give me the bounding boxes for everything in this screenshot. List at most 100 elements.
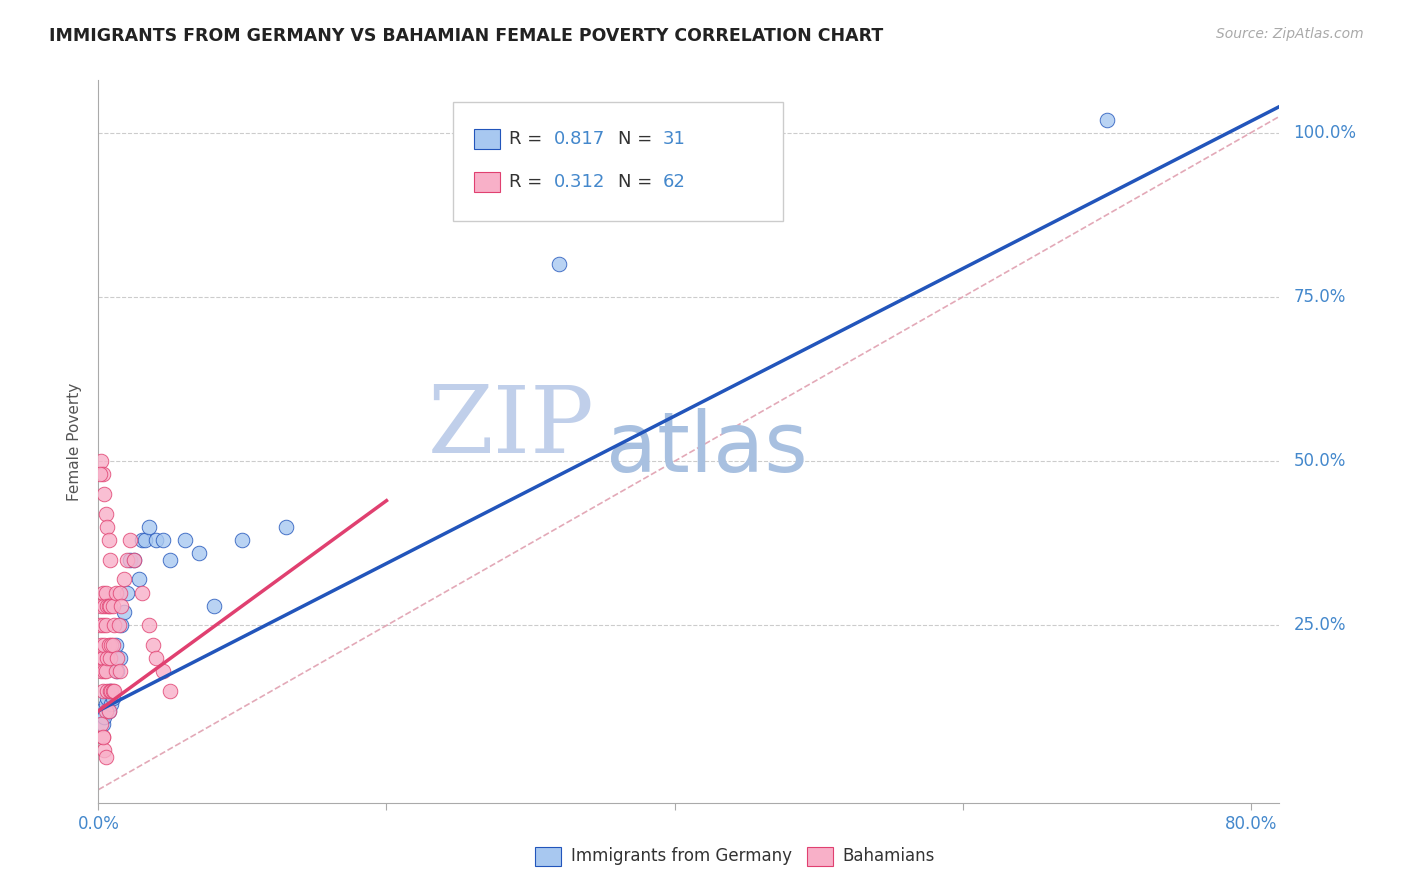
- Point: [91, 651, 114, 665]
- Point: [98, 553, 121, 567]
- Point: [90, 454, 112, 468]
- Point: [97, 533, 120, 547]
- Point: [173, 533, 195, 547]
- Text: N =: N =: [619, 173, 658, 191]
- Point: [145, 533, 167, 547]
- Point: [105, 665, 128, 679]
- Point: [115, 553, 138, 567]
- Point: [131, 533, 153, 547]
- Point: [89, 467, 111, 482]
- Y-axis label: Female Poverty: Female Poverty: [67, 383, 83, 500]
- Point: [100, 684, 122, 698]
- Point: [90, 704, 112, 718]
- Point: [91, 618, 114, 632]
- FancyBboxPatch shape: [474, 172, 501, 193]
- Point: [94, 704, 117, 718]
- Point: [93, 638, 115, 652]
- Point: [90, 717, 112, 731]
- Point: [104, 638, 127, 652]
- Point: [145, 651, 167, 665]
- Point: [91, 467, 114, 482]
- Text: Immigrants from Germany: Immigrants from Germany: [571, 847, 792, 865]
- Point: [104, 585, 127, 599]
- Text: 31: 31: [664, 130, 686, 148]
- Point: [138, 618, 160, 632]
- Point: [98, 684, 121, 698]
- Point: [91, 717, 114, 731]
- Point: [134, 533, 156, 547]
- Point: [104, 665, 127, 679]
- Point: [94, 507, 117, 521]
- Point: [94, 749, 117, 764]
- Point: [98, 599, 121, 613]
- Text: IMMIGRANTS FROM GERMANY VS BAHAMIAN FEMALE POVERTY CORRELATION CHART: IMMIGRANTS FROM GERMANY VS BAHAMIAN FEMA…: [49, 27, 883, 45]
- Point: [100, 698, 122, 712]
- Text: atlas: atlas: [606, 409, 808, 490]
- Point: [100, 638, 122, 652]
- Point: [124, 553, 146, 567]
- Point: [97, 704, 120, 718]
- Text: R =: R =: [509, 130, 548, 148]
- Text: 100.0%: 100.0%: [1294, 124, 1357, 142]
- Text: 50.0%: 50.0%: [1294, 452, 1346, 470]
- Point: [93, 599, 115, 613]
- Point: [152, 665, 174, 679]
- Point: [96, 651, 118, 665]
- Point: [115, 585, 138, 599]
- Point: [94, 665, 117, 679]
- Text: R =: R =: [509, 173, 548, 191]
- Point: [110, 599, 132, 613]
- Point: [103, 684, 125, 698]
- Point: [152, 533, 174, 547]
- Point: [128, 573, 150, 587]
- Point: [94, 698, 117, 712]
- FancyBboxPatch shape: [807, 847, 832, 865]
- FancyBboxPatch shape: [536, 847, 561, 865]
- Point: [142, 638, 165, 652]
- Point: [101, 684, 124, 698]
- Point: [108, 665, 131, 679]
- Point: [93, 710, 115, 724]
- Point: [90, 638, 112, 652]
- FancyBboxPatch shape: [453, 102, 783, 221]
- Text: Bahamians: Bahamians: [842, 847, 935, 865]
- Point: [188, 546, 211, 560]
- Text: 75.0%: 75.0%: [1294, 288, 1346, 306]
- Point: [96, 684, 118, 698]
- Point: [90, 665, 112, 679]
- Point: [89, 651, 111, 665]
- Point: [98, 684, 121, 698]
- Point: [131, 585, 153, 599]
- Point: [120, 553, 142, 567]
- Point: [112, 605, 135, 619]
- Point: [159, 684, 181, 698]
- Point: [105, 651, 128, 665]
- Point: [120, 533, 142, 547]
- Point: [91, 684, 114, 698]
- Point: [93, 743, 115, 757]
- Text: 25.0%: 25.0%: [1294, 616, 1346, 634]
- Point: [108, 651, 131, 665]
- Point: [103, 618, 125, 632]
- Point: [89, 618, 111, 632]
- Point: [98, 651, 121, 665]
- Point: [124, 553, 146, 567]
- Point: [96, 599, 118, 613]
- Point: [94, 585, 117, 599]
- Text: 62: 62: [664, 173, 686, 191]
- Point: [93, 487, 115, 501]
- Point: [101, 599, 124, 613]
- Point: [91, 730, 114, 744]
- Text: N =: N =: [619, 130, 658, 148]
- Text: Source: ZipAtlas.com: Source: ZipAtlas.com: [1216, 27, 1364, 41]
- Point: [96, 520, 118, 534]
- Point: [1095, 112, 1118, 127]
- Point: [101, 638, 124, 652]
- Point: [231, 533, 253, 547]
- Point: [94, 618, 117, 632]
- Point: [90, 599, 112, 613]
- Point: [548, 257, 571, 271]
- Point: [97, 599, 120, 613]
- Point: [101, 690, 124, 705]
- Point: [274, 520, 297, 534]
